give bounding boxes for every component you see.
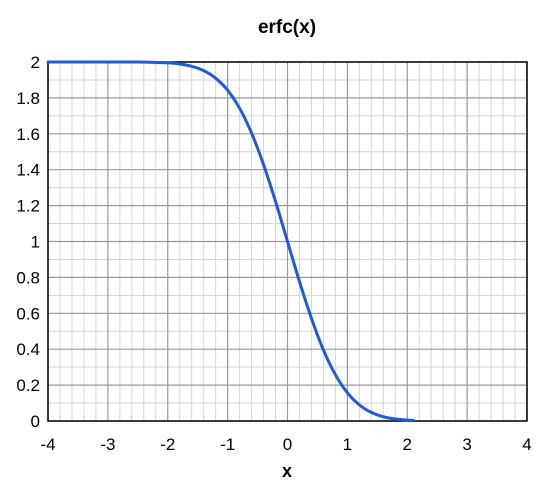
x-tick-label: 3: [462, 435, 471, 454]
x-tick-label: 0: [283, 435, 292, 454]
x-tick-label: -3: [100, 435, 115, 454]
x-tick-label: 4: [522, 435, 531, 454]
y-tick-label: 0.4: [16, 340, 40, 359]
y-tick-label: 1: [31, 233, 40, 252]
y-tick-label: 0: [31, 412, 40, 431]
series-layer: [46, 60, 415, 422]
chart-title: erfc(x): [258, 17, 316, 38]
x-axis-tick-labels: -4 -3 -2 -1 0 1 2 3 4: [40, 435, 531, 454]
y-tick-label: 0.6: [16, 304, 40, 323]
x-tick-label: 2: [403, 435, 412, 454]
x-tick-label: 1: [343, 435, 352, 454]
y-tick-label: 0.8: [16, 268, 40, 287]
plot-area-frame: [47, 61, 528, 422]
y-tick-label: 1.2: [16, 197, 40, 216]
y-tick-label: 1.4: [16, 161, 40, 180]
y-axis-tick-labels: 0 0.2 0.4 0.6 0.8 1 1.2 1.4 1.6 1.8 2: [16, 53, 40, 431]
y-tick-label: 0.2: [16, 376, 40, 395]
x-tick-label: -4: [40, 435, 55, 454]
x-tick-label: -2: [160, 435, 175, 454]
y-tick-label: 2: [31, 53, 40, 72]
y-tick-label: 1.8: [16, 89, 40, 108]
x-axis-label: x: [282, 461, 292, 481]
y-tick-label: 1.6: [16, 125, 40, 144]
x-tick-label: -1: [220, 435, 235, 454]
erfc-series-line: [46, 60, 415, 422]
